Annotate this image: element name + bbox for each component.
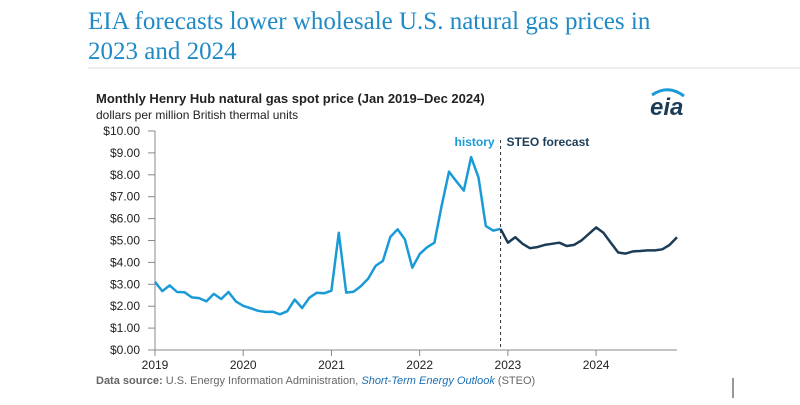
y-tick-label: $5.00	[110, 234, 140, 248]
x-tick-label: 2020	[230, 358, 257, 372]
x-tick-label: 2019	[142, 358, 169, 372]
source-link[interactable]: Short-Term Energy Outlook	[361, 375, 495, 387]
source-suffix: (STEO)	[498, 375, 535, 387]
y-tick-label: $0.00	[110, 343, 140, 357]
chart-title: Monthly Henry Hub natural gas spot price…	[96, 91, 485, 106]
annotation: STEO forecast	[507, 135, 590, 149]
x-tick-label: 2024	[583, 358, 610, 372]
y-tick-label: $1.00	[110, 321, 140, 335]
y-tick-label: $10.00	[103, 124, 140, 138]
y-tick-label: $9.00	[110, 146, 140, 160]
x-tick-label: 2022	[406, 358, 433, 372]
y-tick-label: $6.00	[110, 212, 140, 226]
annotation: history	[455, 135, 495, 149]
series-line	[154, 155, 501, 316]
logo-arc	[651, 88, 685, 98]
y-tick-label: $8.00	[110, 168, 140, 182]
y-tick-label: $3.00	[110, 277, 140, 291]
series-line	[499, 226, 678, 255]
page-title: EIA forecasts lower wholesale U.S. natur…	[88, 8, 651, 65]
chart-subtitle: dollars per million British thermal unit…	[96, 108, 298, 122]
y-tick-label: $7.00	[110, 190, 140, 204]
source-text: U.S. Energy Information Administration,	[166, 375, 359, 387]
y-tick-label: $4.00	[110, 255, 140, 269]
x-tick-label: 2023	[495, 358, 522, 372]
logo: eia	[650, 94, 683, 121]
y-tick-label: $2.00	[110, 299, 140, 313]
x-tick-label: 2021	[318, 358, 345, 372]
source: Data source: U.S. Energy Information Adm…	[96, 375, 535, 387]
source-label: Data source:	[96, 375, 163, 387]
